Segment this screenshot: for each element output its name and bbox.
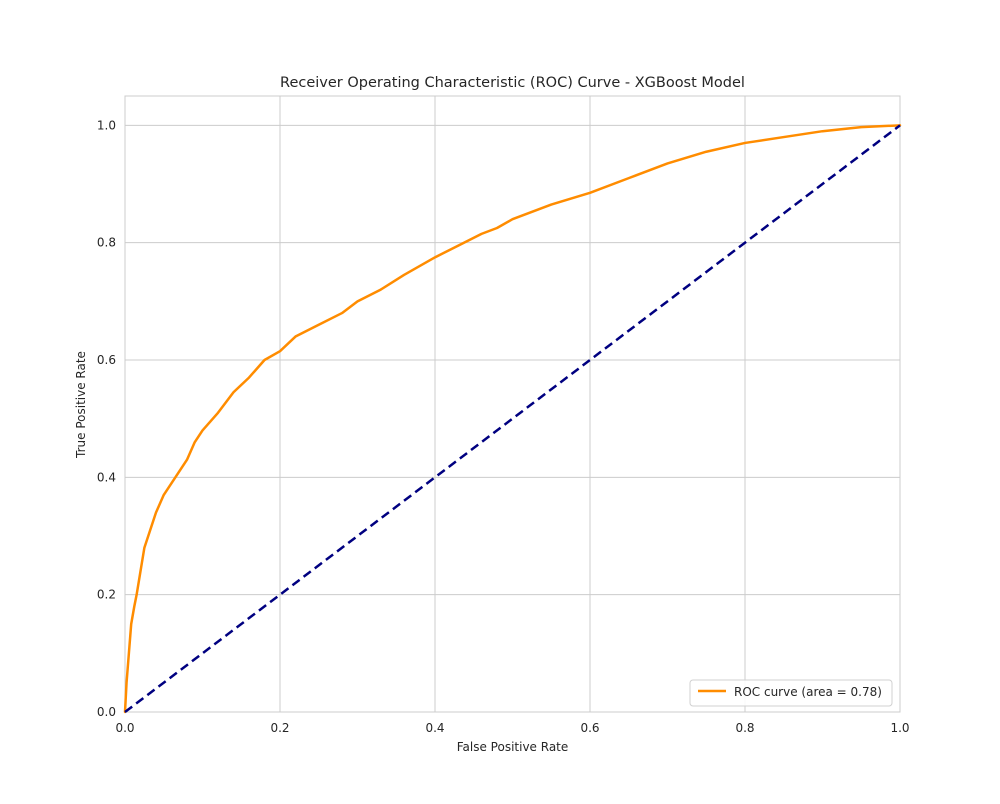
legend-label: ROC curve (area = 0.78) [734,685,882,699]
legend: ROC curve (area = 0.78) [689,679,893,707]
plot-frame [124,95,901,713]
y-axis-label: True Positive Rate [74,351,88,459]
y-tick-label: 0.4 [97,470,116,484]
x-tick-label: 0.6 [580,721,599,735]
y-tick-label: 1.0 [97,118,116,132]
x-axis-label: False Positive Rate [457,740,569,754]
roc-curve-line [123,124,902,714]
x-tick-label: 0.0 [115,721,134,735]
x-tick-label: 1.0 [890,721,909,735]
tick-layer: 0.0 0.2 0.4 0.6 0.8 1.0 0.0 0.2 0.4 0.6 0.8 1.0 [97,118,910,735]
y-tick-label: 0.2 [97,588,116,602]
chart-title: Receiver Operating Characteristic (ROC) … [280,75,745,91]
y-tick-label: 0.0 [97,705,116,719]
x-tick-label: 0.2 [270,721,289,735]
series-layer [123,124,902,714]
grid-layer [124,96,901,713]
y-tick-label: 0.8 [97,236,116,250]
x-tick-label: 0.4 [425,721,444,735]
diagonal-reference-line [124,124,901,713]
legend-box [689,679,893,707]
x-tick-label: 0.8 [735,721,754,735]
y-tick-label: 0.6 [97,353,116,367]
